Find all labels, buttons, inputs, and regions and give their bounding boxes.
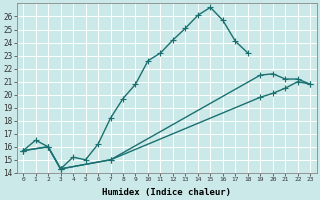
X-axis label: Humidex (Indice chaleur): Humidex (Indice chaleur) [102, 188, 231, 197]
